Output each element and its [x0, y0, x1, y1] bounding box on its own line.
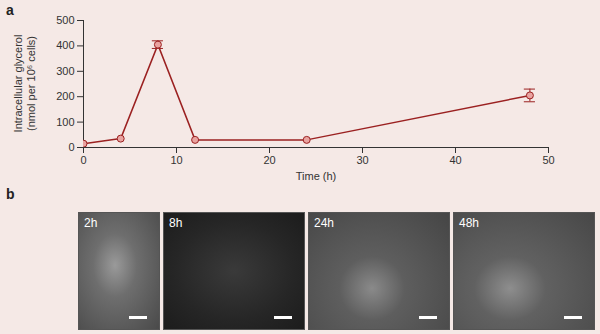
svg-text:40: 40 [449, 154, 461, 166]
svg-text:Intracellular glycerol(nmol pe: Intracellular glycerol(nmol per 10⁶ cell… [12, 35, 37, 133]
svg-text:10: 10 [170, 154, 182, 166]
svg-text:400: 400 [56, 39, 74, 51]
html-text:2h: 2h [84, 216, 98, 230]
svg-text:500: 500 [56, 14, 74, 26]
svg-text:30: 30 [356, 154, 368, 166]
html-text:a: a [6, 2, 14, 18]
svg-text:200: 200 [56, 90, 74, 102]
svg-text:20: 20 [263, 154, 275, 166]
html-text:8h: 8h [169, 216, 183, 230]
svg-text:50: 50 [542, 154, 554, 166]
svg-text:300: 300 [56, 65, 74, 77]
svg-text:100: 100 [56, 116, 74, 128]
svg-text:Time (h): Time (h) [296, 170, 337, 182]
html-text:24h: 24h [314, 216, 334, 230]
html-text:b: b [6, 186, 15, 202]
svg-text:0: 0 [80, 154, 86, 166]
html-text:48h: 48h [459, 216, 479, 230]
svg-text:0: 0 [68, 141, 74, 153]
